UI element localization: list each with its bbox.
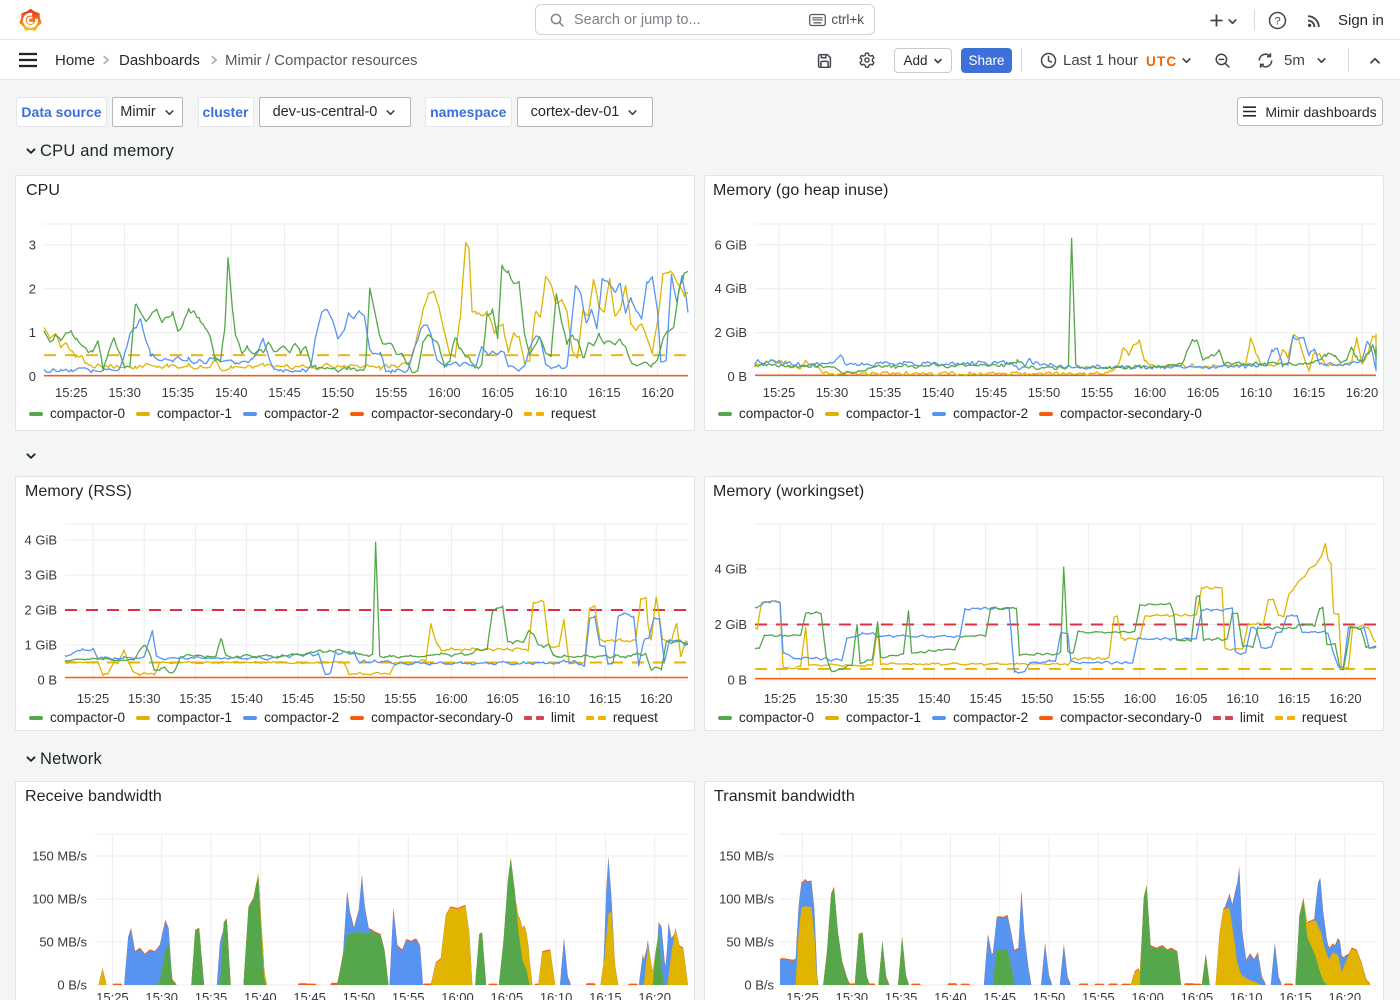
svg-text:?: ? (1274, 15, 1280, 27)
